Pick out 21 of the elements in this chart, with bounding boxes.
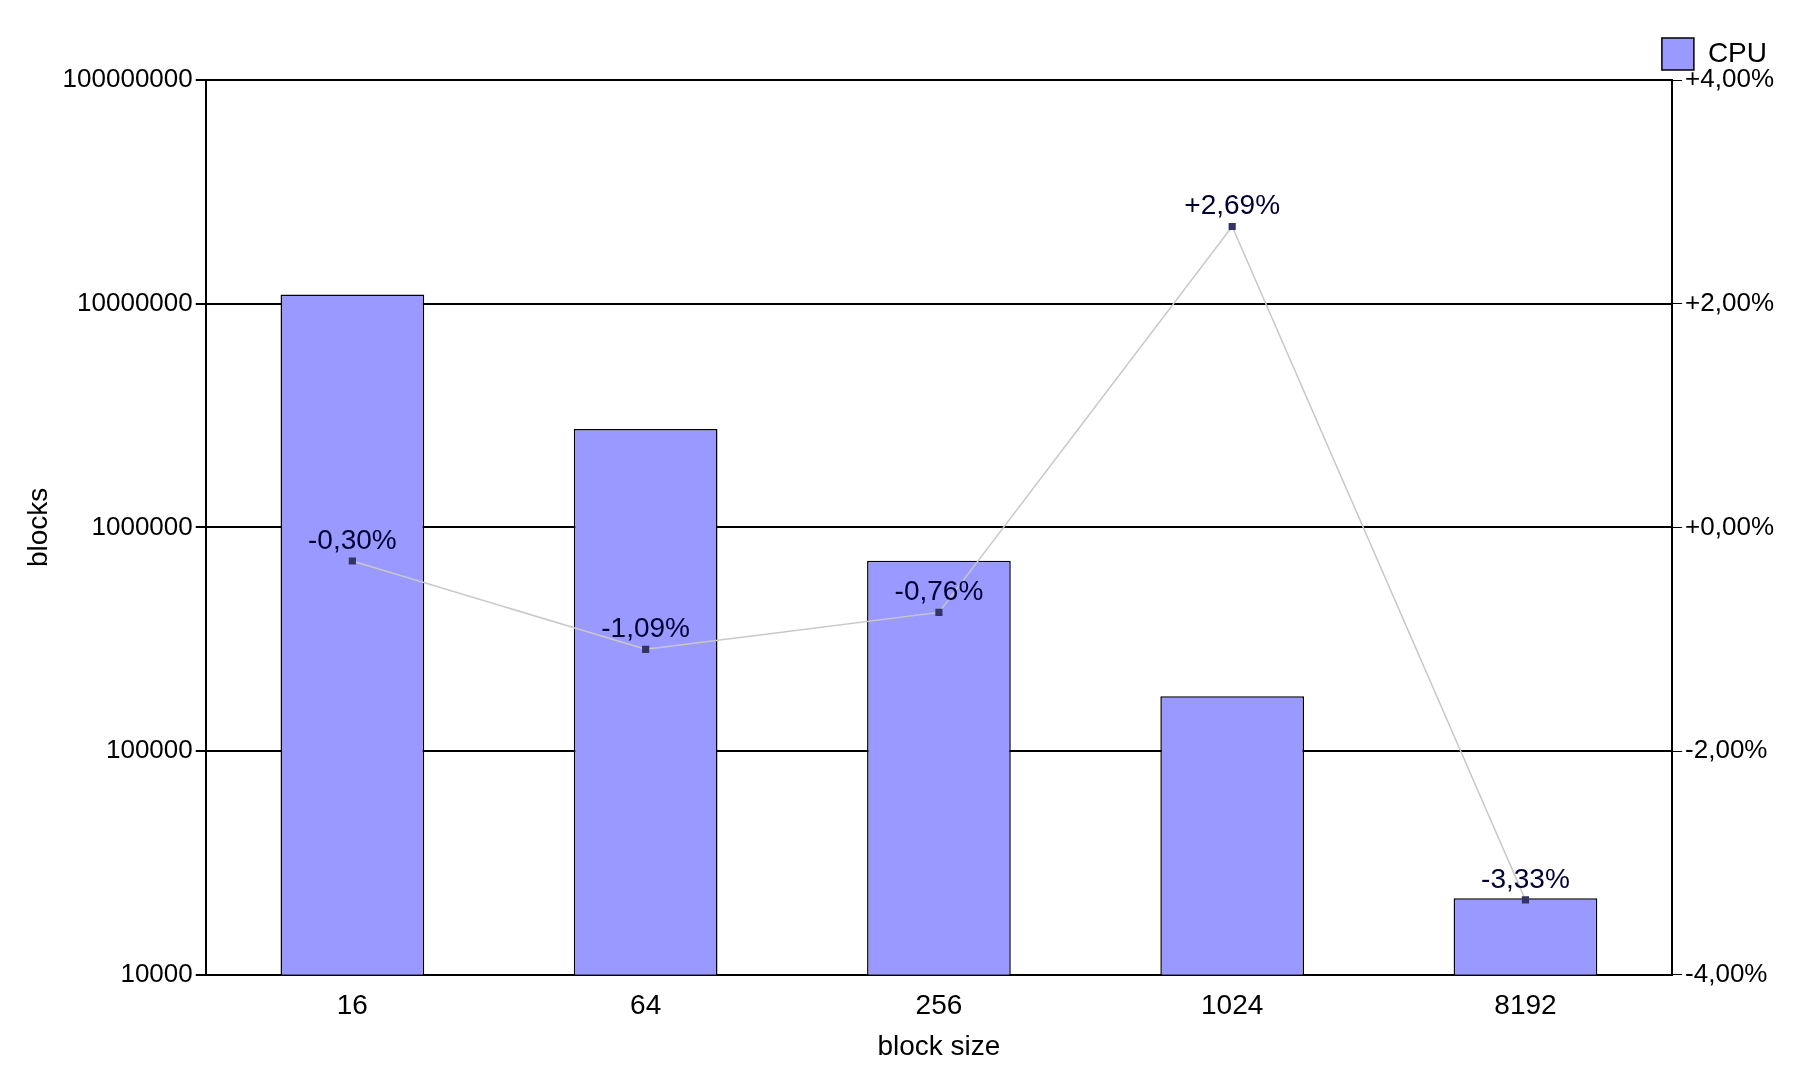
y-tick-label: 10000 bbox=[120, 957, 193, 988]
data-label: -1,09% bbox=[601, 612, 691, 644]
y-tick-label: 100000000 bbox=[62, 63, 193, 94]
y-tick-label: 1000000 bbox=[91, 510, 193, 541]
x-axis-title: block size bbox=[877, 1029, 1001, 1061]
data-label: -0,76% bbox=[894, 575, 984, 607]
data-label: +2,69% bbox=[1184, 189, 1281, 221]
x-tick-label: 256 bbox=[915, 989, 963, 1021]
x-tick-label: 64 bbox=[630, 989, 662, 1021]
y2-tick-label: +2,00% bbox=[1685, 286, 1774, 317]
data-label: -0,30% bbox=[308, 523, 397, 555]
y2-tick-label: -2,00% bbox=[1685, 734, 1768, 765]
y-tick-label: 100000 bbox=[105, 734, 193, 765]
data-label: -3,33% bbox=[1481, 862, 1570, 894]
y-axis-title: blocks bbox=[21, 487, 53, 568]
y-tick-label: 10000000 bbox=[77, 286, 193, 317]
x-tick-label: 8192 bbox=[1494, 989, 1557, 1021]
y2-tick-label: -4,00% bbox=[1685, 957, 1768, 988]
x-tick-label: 1024 bbox=[1201, 989, 1264, 1021]
y2-tick-label: +0,00% bbox=[1685, 510, 1774, 541]
x-tick-label: 16 bbox=[336, 989, 368, 1021]
